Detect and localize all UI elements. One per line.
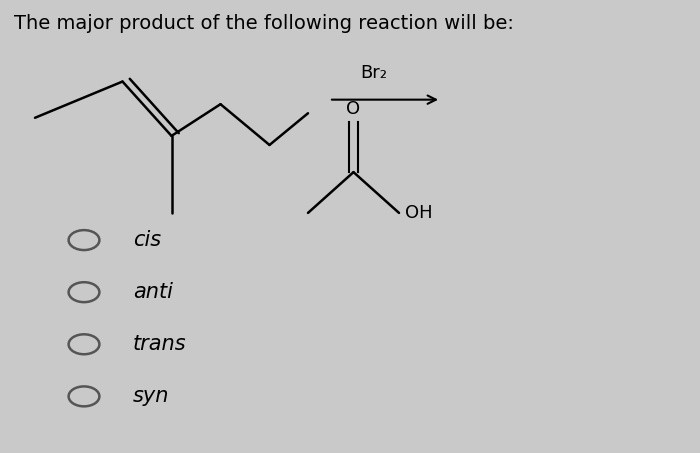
- Text: The major product of the following reaction will be:: The major product of the following react…: [14, 14, 514, 33]
- Text: OH: OH: [405, 204, 432, 222]
- Text: O: O: [346, 100, 360, 118]
- Text: Br₂: Br₂: [360, 63, 388, 82]
- Text: trans: trans: [133, 334, 187, 354]
- Text: anti: anti: [133, 282, 173, 302]
- Text: cis: cis: [133, 230, 161, 250]
- Text: syn: syn: [133, 386, 169, 406]
